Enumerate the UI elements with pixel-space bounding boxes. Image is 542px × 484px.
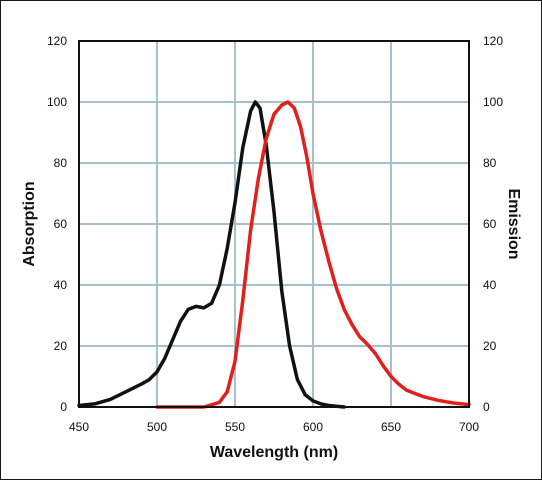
- y-tick-label-right: 40: [483, 278, 497, 292]
- y-tick-label-left: 60: [54, 217, 68, 231]
- y-tick-label-left: 20: [54, 339, 68, 353]
- x-tick-label: 600: [303, 420, 323, 434]
- series-line-absorption: [77, 100, 346, 409]
- y-tick-label-left: 40: [54, 278, 68, 292]
- y-tick-label-right: 20: [483, 339, 497, 353]
- y-axis-label-right: Emission: [505, 188, 522, 259]
- x-tick-label: 700: [459, 420, 479, 434]
- plot-border: [78, 40, 470, 408]
- y-tick-label-right: 80: [483, 156, 497, 170]
- y-tick-label-left: 100: [47, 95, 67, 109]
- tick-labels: 450 500 550 600 650 700 0 0 20 20 40 40 60 60 80 80 100 1…: [47, 34, 503, 434]
- x-tick-label: 500: [147, 420, 167, 434]
- y-tick-label-left: 80: [54, 156, 68, 170]
- y-axis-label-left: Absorption: [21, 181, 38, 266]
- y-tick-label-right: 100: [483, 95, 503, 109]
- x-axis-label: Wavelength (nm): [210, 444, 338, 461]
- y-tick-label-left: 120: [47, 34, 67, 48]
- y-tick-label-right: 0: [483, 400, 490, 414]
- y-tick-label-right: 60: [483, 217, 497, 231]
- series-line-emission: [155, 100, 471, 409]
- series-layer: [77, 100, 471, 409]
- y-tick-label-left: 0: [60, 400, 67, 414]
- x-tick-label: 550: [225, 420, 245, 434]
- x-tick-label: 650: [381, 420, 401, 434]
- y-tick-label-right: 120: [483, 34, 503, 48]
- x-tick-label: 450: [69, 420, 89, 434]
